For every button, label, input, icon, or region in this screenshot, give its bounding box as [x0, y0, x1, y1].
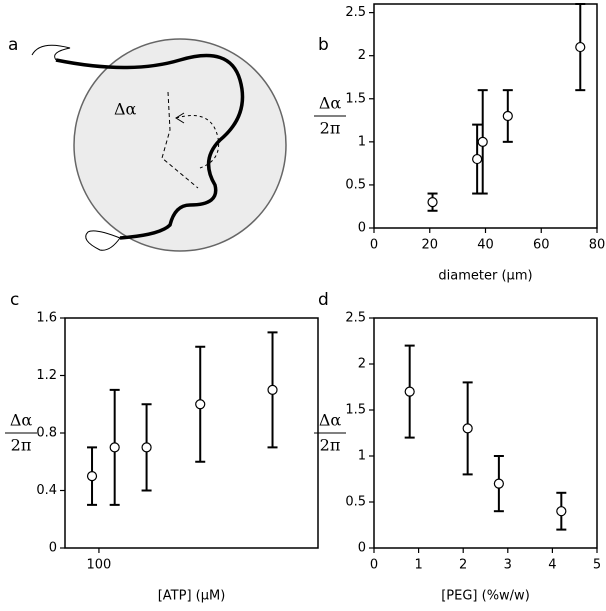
y-label-numerator: Δα: [319, 411, 342, 430]
x-tick-label: 20: [421, 238, 438, 253]
y-tick-label: 1.5: [345, 91, 366, 106]
data-point: [195, 399, 206, 410]
y-tick-label: 0: [358, 221, 366, 236]
y-tick-label: 0.5: [345, 177, 366, 192]
data-point: [477, 136, 488, 147]
x-tick-label: 60: [533, 238, 550, 253]
y-tick-label: 2.5: [345, 5, 366, 20]
y-label-numerator: Δα: [10, 411, 33, 430]
axes-frame: [373, 317, 598, 549]
x-tick-label: 80: [589, 238, 606, 253]
y-label-denominator: 2π: [320, 436, 341, 455]
y-tick-label: 0.8: [36, 426, 57, 441]
axes-frame: [64, 317, 319, 549]
angle-arc: [175, 115, 220, 169]
y-tick-label: 1: [358, 449, 366, 464]
dashed-line: [161, 91, 199, 189]
x-tick-label: 4: [548, 558, 556, 573]
x-tick-label: 0: [370, 558, 378, 573]
x-tick-label: 1: [414, 558, 422, 573]
data-point: [556, 506, 567, 517]
data-point: [267, 384, 278, 395]
panel-letter: a: [8, 35, 18, 55]
data-point: [427, 197, 438, 208]
y-label-denominator: 2π: [320, 119, 341, 138]
y-tick-label: 0.5: [345, 495, 366, 510]
panel-letter: d: [318, 290, 329, 310]
x-axis-label: [PEG] (%w/w): [441, 589, 530, 604]
data-point: [472, 153, 483, 165]
data-point: [502, 110, 513, 122]
x-tick-label: 5: [593, 558, 601, 573]
arrow-head: [175, 112, 185, 124]
x-tick-label: 2: [459, 558, 467, 573]
x-tick-label: 0: [370, 238, 378, 253]
diagram: a Δα: [8, 35, 287, 252]
data-point: [404, 386, 415, 397]
x-axis-label: diameter (µm): [438, 269, 532, 284]
data-point: [493, 478, 504, 489]
x-tick-label: 100: [87, 558, 112, 573]
x-tick-label: 3: [504, 558, 512, 573]
data-point: [462, 423, 473, 434]
y-tick-label: 2.5: [345, 311, 366, 326]
cell: [73, 38, 287, 252]
y-tick-label: 0: [358, 541, 366, 556]
flagellum: [85, 230, 121, 251]
y-tick-label: 1.2: [36, 368, 57, 383]
y-tick-label: 2: [358, 48, 366, 63]
data-point: [575, 41, 586, 53]
y-label-denominator: 2π: [11, 436, 32, 455]
y-tick-label: 0.4: [36, 483, 57, 498]
y-tick-label: 1: [358, 134, 366, 149]
y-tick-label: 2: [358, 357, 366, 372]
data-point: [141, 442, 152, 453]
flagellum: [31, 44, 71, 61]
y-label-numerator: Δα: [319, 94, 342, 113]
panel-letter: c: [10, 290, 19, 310]
data-point: [109, 442, 120, 453]
y-tick-label: 0: [49, 541, 57, 556]
y-tick-label: 1.6: [36, 311, 57, 326]
x-axis-label: [ATP] (µM): [158, 589, 226, 604]
panel-letter: b: [318, 35, 329, 55]
x-tick-label: 40: [477, 238, 494, 253]
y-tick-label: 1.5: [345, 403, 366, 418]
filament: [55, 53, 245, 240]
angle-label: Δα: [114, 100, 137, 119]
data-point: [86, 471, 98, 482]
